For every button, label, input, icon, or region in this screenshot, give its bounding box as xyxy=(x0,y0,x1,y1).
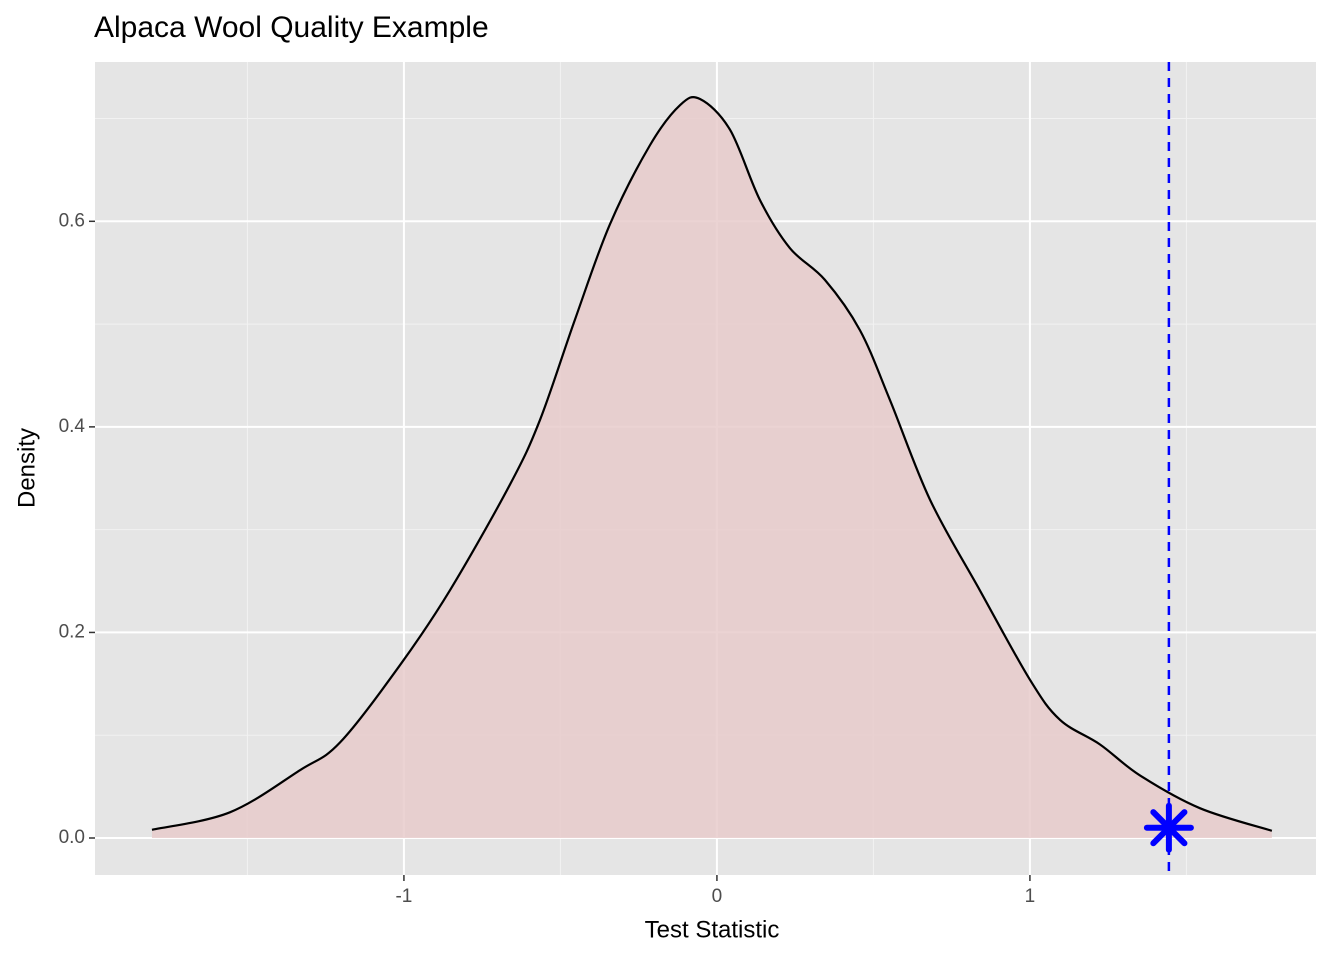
x-tick-label: -1 xyxy=(395,886,412,907)
y-axis-title: Density xyxy=(13,428,40,508)
y-tick-label: 0.6 xyxy=(59,210,85,231)
chart-title: Alpaca Wool Quality Example xyxy=(94,11,489,44)
y-tick-label: 0.2 xyxy=(59,621,85,642)
y-tick-label: 0.4 xyxy=(59,416,86,437)
y-tick-label: 0.0 xyxy=(59,827,85,848)
density-line xyxy=(151,96,1273,832)
x-tick-label: 0 xyxy=(712,886,723,907)
asterisk-stroke xyxy=(1150,809,1188,847)
x-axis-title: Test Statistic xyxy=(645,916,780,943)
x-tick-label: 1 xyxy=(1025,886,1036,907)
density-area xyxy=(151,97,1272,838)
observed-point xyxy=(1143,802,1194,853)
